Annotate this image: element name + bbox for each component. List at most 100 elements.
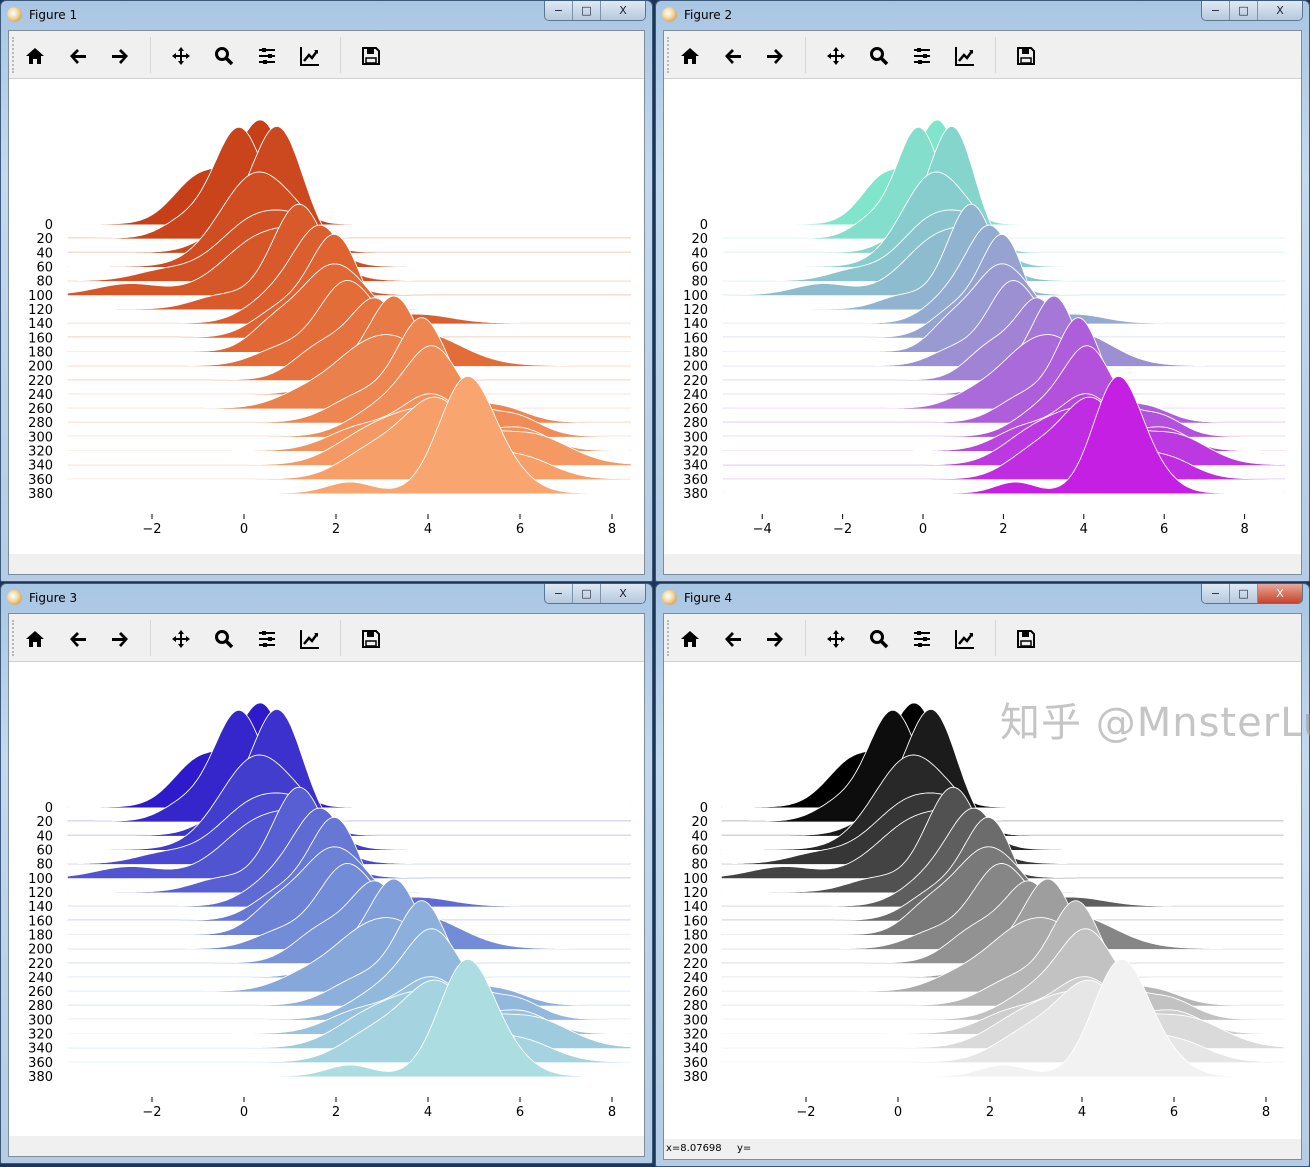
toolbar-button-pan[interactable] [167, 625, 195, 653]
ridge-outline-220 [67, 297, 631, 381]
title-bar[interactable]: Figure 3 − □ X [1, 584, 652, 612]
toolbar-button-forward[interactable] [106, 42, 134, 70]
ridge-outline-380 [721, 958, 1284, 1077]
plot-canvas[interactable]: 0 20 40 60 80 100 120 140 160 180 200 220 240 260 280 3… [664, 79, 1301, 557]
title-bar[interactable]: Figure 1 − □ X [1, 1, 652, 29]
maximize-button[interactable]: □ [572, 584, 600, 603]
minimize-button[interactable]: − [1202, 1, 1229, 20]
figure-window[interactable]: Figure 4− □ X 0 20 40 60 80 100 120 140 160 180 200 22… [655, 583, 1310, 1167]
toolbar-button-home[interactable] [676, 42, 704, 70]
ridge-outline-260 [721, 917, 1284, 992]
back-arrow-icon [725, 49, 741, 64]
close-button[interactable]: X [600, 584, 645, 603]
ridge-outline-0 [721, 702, 1284, 808]
minimize-button[interactable]: − [545, 584, 572, 603]
cursor-x-readout: x=8.07698 [666, 1143, 722, 1154]
toolbar-grip[interactable] [667, 620, 669, 656]
toolbar-button-pan[interactable] [167, 42, 195, 70]
toolbar-button-zoom[interactable] [210, 42, 238, 70]
toolbar-button-forward[interactable] [761, 42, 789, 70]
plot-canvas[interactable]: 0 20 40 60 80 100 120 140 160 180 200 220 240 260 280 3… [664, 662, 1301, 1140]
toolbar-button-save[interactable] [1012, 42, 1040, 70]
ytick-label: 160 [683, 331, 708, 346]
ytick-label: 160 [28, 331, 53, 346]
toolbar-button-subplots[interactable] [253, 625, 281, 653]
toolbar-button-customize[interactable] [951, 42, 979, 70]
ridge-outline-200 [723, 280, 1285, 367]
toolbar-button-customize[interactable] [951, 625, 979, 653]
toolbar-grip[interactable] [12, 37, 14, 73]
toolbar-button-back[interactable] [64, 42, 92, 70]
minimize-button[interactable]: − [545, 1, 572, 20]
title-bar[interactable]: Figure 2 − □ X [656, 1, 1309, 29]
subplots-sliders-icon [914, 631, 930, 647]
ridge-area-60 [721, 755, 1284, 850]
toolbar-button-subplots[interactable] [253, 42, 281, 70]
ridge-outline-320 [721, 976, 1284, 1035]
status-bar [9, 1136, 644, 1156]
ridge-outline-220 [723, 297, 1285, 381]
toolbar-button-customize[interactable] [296, 625, 324, 653]
toolbar-button-home[interactable] [21, 42, 49, 70]
toolbar-button-customize[interactable] [296, 42, 324, 70]
toolbar-button-forward[interactable] [761, 625, 789, 653]
navigation-toolbar [9, 31, 644, 79]
plot-canvas[interactable]: 0 20 40 60 80 100 120 140 160 180 200 220 240 260 280 3… [9, 662, 644, 1140]
xtick-label: 4 [424, 1105, 432, 1120]
toolbar-button-pan[interactable] [822, 42, 850, 70]
figure-window[interactable]: Figure 2− □ X 0 20 40 60 80 100 120 140 160 180 200 22… [655, 0, 1310, 582]
title-bar[interactable]: Figure 4 − □ X [656, 584, 1309, 612]
toolbar-button-pan[interactable] [822, 625, 850, 653]
close-button[interactable]: X [1257, 1, 1302, 20]
xtick-label: 2 [332, 522, 340, 537]
navigation-toolbar [9, 614, 644, 662]
toolbar-button-save[interactable] [357, 625, 385, 653]
xtick-label: 4 [1080, 522, 1088, 537]
ridge-area-220 [723, 297, 1285, 380]
ridge-outline-320 [67, 393, 631, 452]
ridge-area-280 [721, 900, 1284, 1006]
maximize-button[interactable]: □ [572, 1, 600, 20]
figure-client: 0 20 40 60 80 100 120 140 160 180 200 220 240 260 280 3… [8, 30, 645, 575]
toolbar-button-back[interactable] [719, 42, 747, 70]
close-button[interactable]: X [600, 1, 645, 20]
ridge-outline-200 [721, 863, 1284, 950]
ridge-outline-180 [67, 846, 631, 935]
status-bar [9, 554, 644, 574]
toolbar-separator [340, 37, 341, 73]
ridgeline-chart: 0204060801001201401601802002202402602803… [683, 119, 1285, 537]
ytick-label: 360 [28, 473, 53, 488]
back-arrow-icon [725, 632, 741, 647]
toolbar-button-home[interactable] [21, 625, 49, 653]
ridge-outline-20 [723, 126, 1285, 239]
toolbar-button-back[interactable] [64, 625, 92, 653]
toolbar-grip[interactable] [12, 620, 14, 656]
ytick-label: 280 [28, 416, 53, 431]
figure-window[interactable]: Figure 1− □ X 0 20 40 60 80 100 120 140 160 180 200 22… [0, 0, 653, 582]
toolbar-button-forward[interactable] [106, 625, 134, 653]
ridge-area-260 [67, 334, 631, 409]
toolbar-button-home[interactable] [676, 625, 704, 653]
close-button[interactable]: X [1257, 584, 1302, 603]
ridge-outline-160 [721, 816, 1284, 921]
toolbar-button-subplots[interactable] [908, 42, 936, 70]
figure-window[interactable]: Figure 3− □ X 0 20 40 60 80 100 120 140 160 180 200 22… [0, 583, 653, 1164]
ridge-outline-160 [723, 233, 1285, 338]
toolbar-grip[interactable] [667, 37, 669, 73]
xtick-label: −2 [142, 1105, 161, 1120]
toolbar-button-zoom[interactable] [865, 625, 893, 653]
toolbar-button-back[interactable] [719, 625, 747, 653]
ytick-label: 220 [683, 374, 708, 389]
toolbar-button-subplots[interactable] [908, 625, 936, 653]
maximize-button[interactable]: □ [1229, 1, 1257, 20]
toolbar-button-save[interactable] [357, 42, 385, 70]
toolbar-button-save[interactable] [1012, 625, 1040, 653]
ridge-outline-300 [721, 928, 1284, 1020]
toolbar-button-zoom[interactable] [210, 625, 238, 653]
minimize-button[interactable]: − [1202, 584, 1229, 603]
xtick-label: 8 [608, 1105, 616, 1120]
maximize-button[interactable]: □ [1229, 584, 1257, 603]
plot-canvas[interactable]: 0 20 40 60 80 100 120 140 160 180 200 220 240 260 280 3… [9, 79, 644, 557]
toolbar-button-zoom[interactable] [865, 42, 893, 70]
figure-client: 0 20 40 60 80 100 120 140 160 180 200 220 240 260 280 3… [663, 613, 1302, 1160]
